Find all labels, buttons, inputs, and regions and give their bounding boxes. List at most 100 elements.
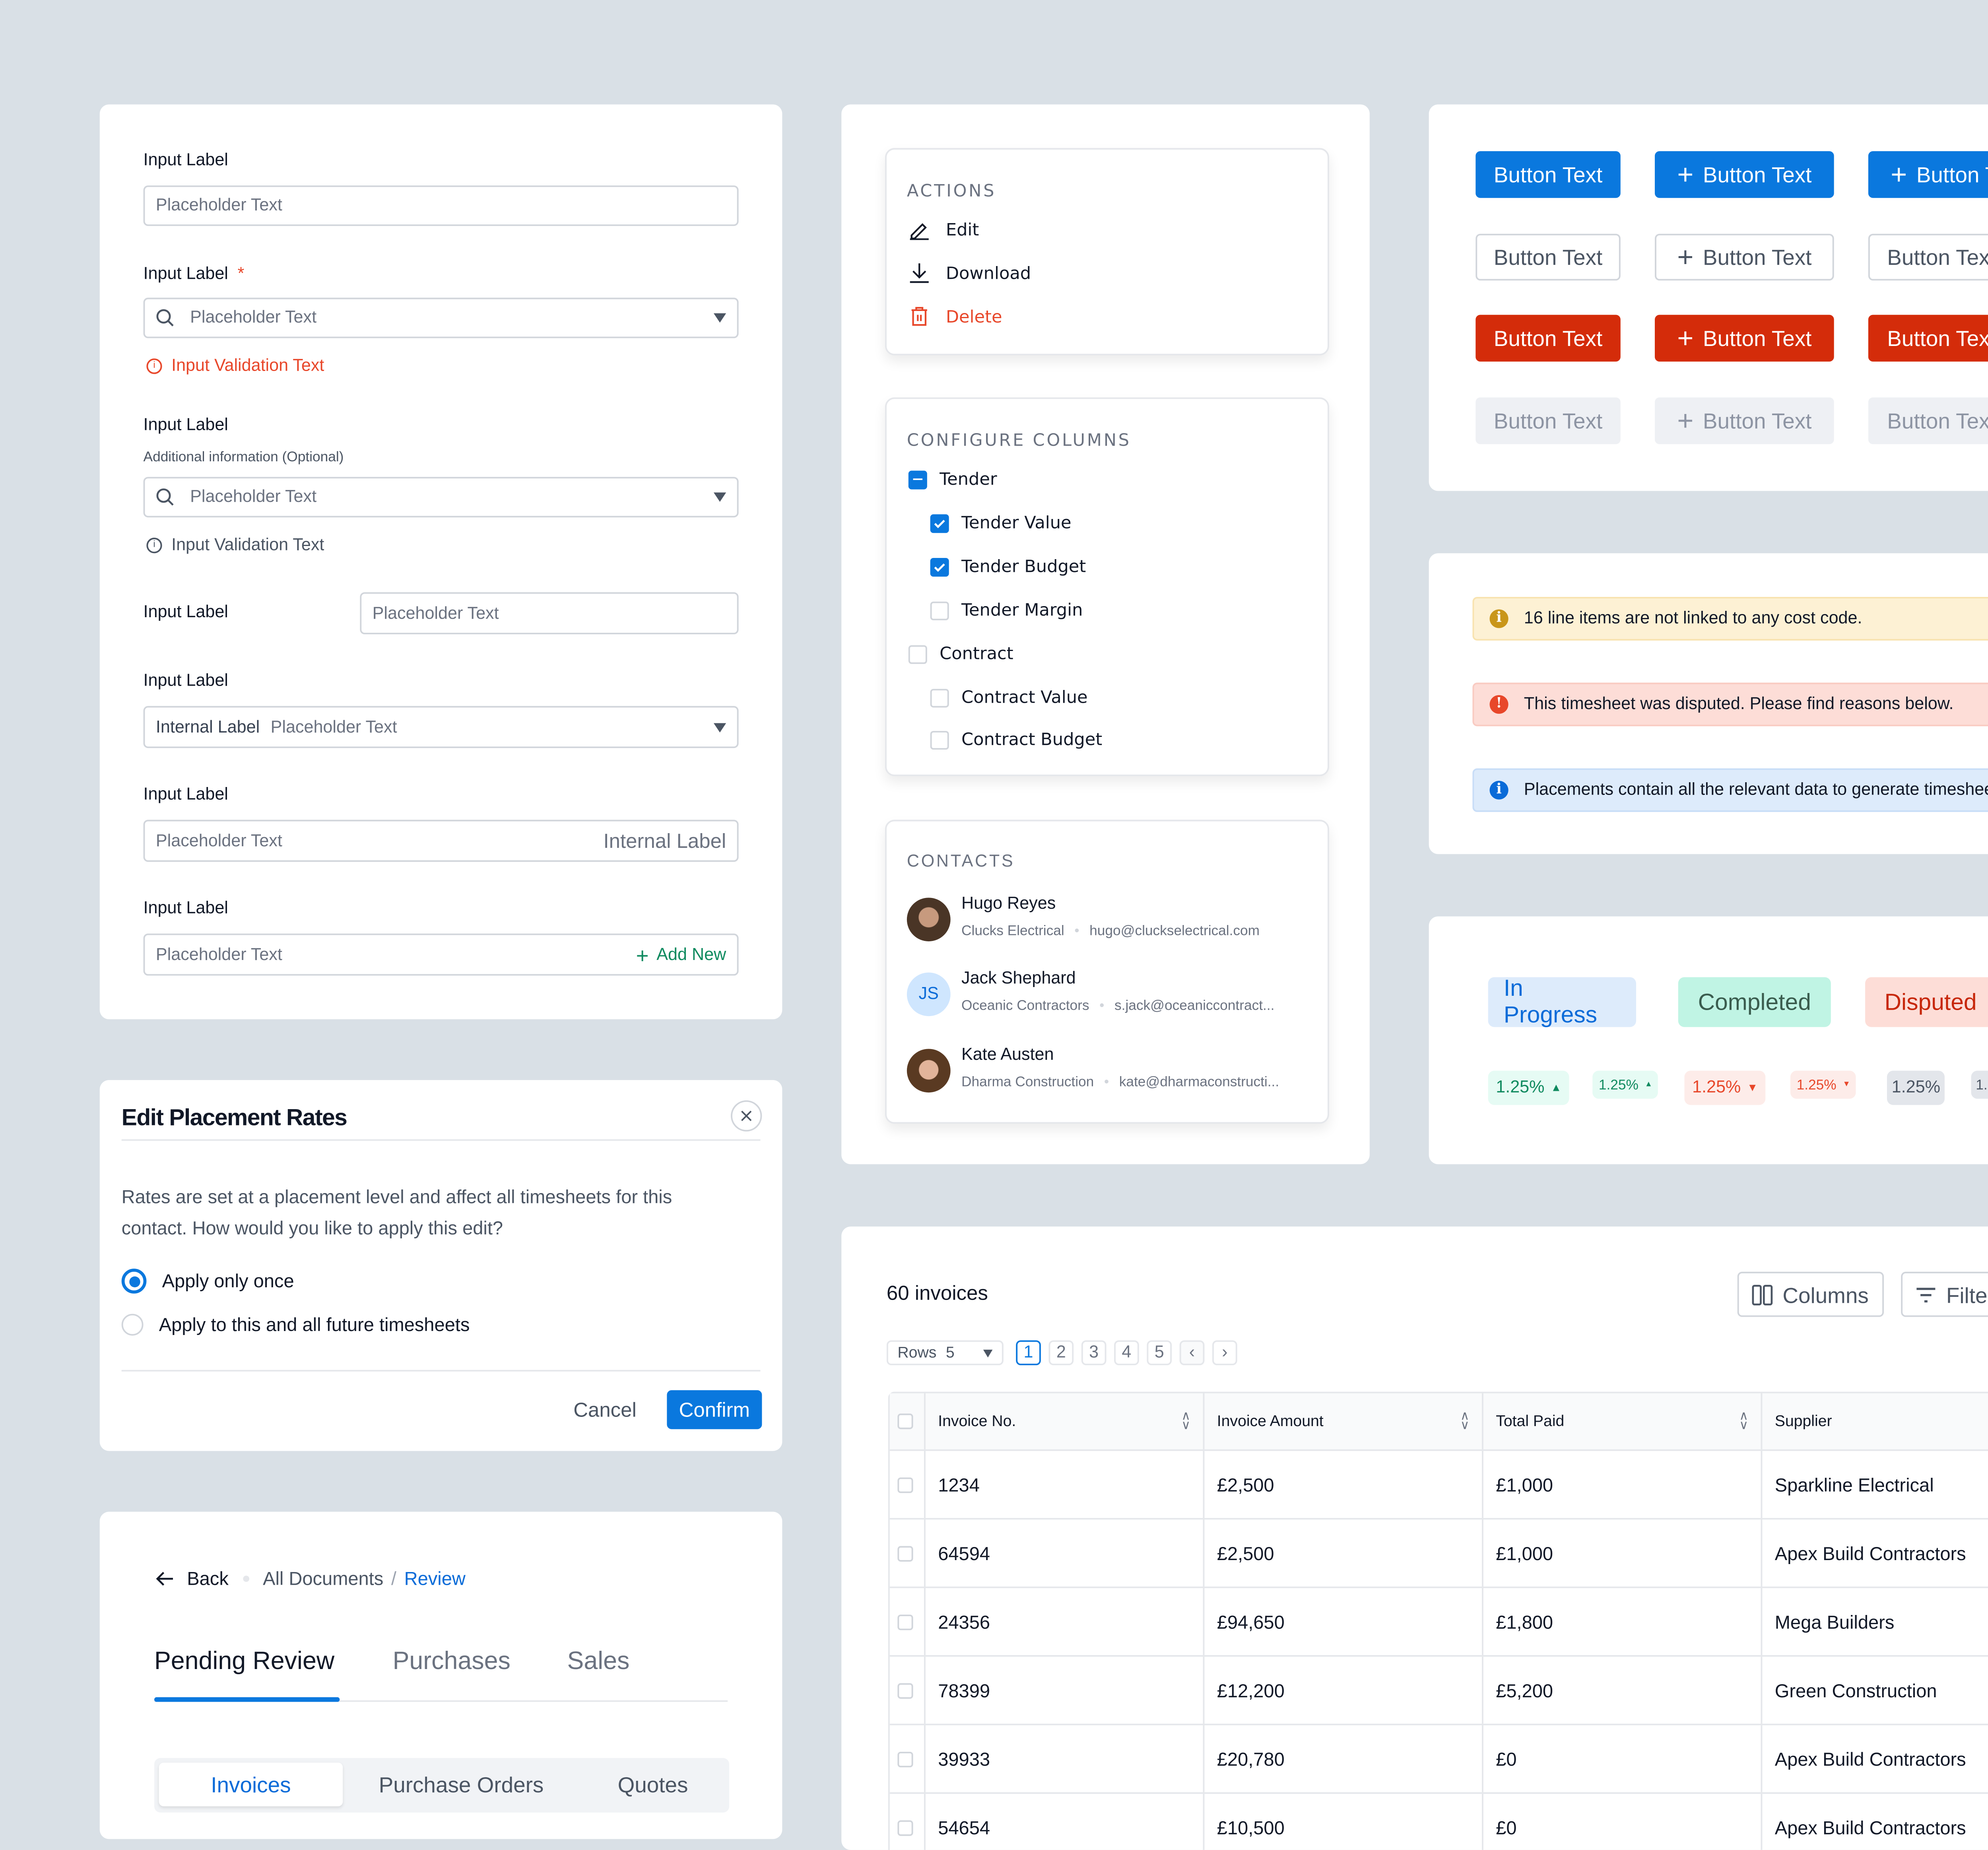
back-button[interactable]: Back <box>156 1568 229 1590</box>
chevron-down-icon[interactable] <box>713 492 726 502</box>
menu-item-download[interactable]: Download <box>909 262 1031 284</box>
add-new-label: Add New <box>656 945 726 964</box>
internal-label: Internal Label <box>155 717 260 737</box>
button-label: Button Text <box>1916 162 1988 187</box>
breadcrumb-review[interactable]: Review <box>404 1568 466 1590</box>
disabled-button-plus: + Button Text <box>1654 397 1834 444</box>
row-checkbox[interactable] <box>897 1819 913 1835</box>
row-checkbox[interactable] <box>897 1477 913 1492</box>
trend-value: 1.25% <box>1692 1078 1741 1097</box>
page-1[interactable]: 1 <box>1016 1340 1041 1366</box>
text-input[interactable]: Placeholder Text <box>143 185 739 226</box>
rows-per-page-select[interactable]: Rows 5 <box>886 1340 1004 1366</box>
danger-button-arrow[interactable]: Button Text→ <box>1868 315 1988 362</box>
column-option-tender-budget[interactable]: Tender Budget <box>930 556 1086 577</box>
column-option-tender-margin[interactable]: Tender Margin <box>930 600 1083 620</box>
table-row: 78399 £12,200 £5,200 Green Construction … <box>889 1656 1988 1726</box>
page-2[interactable]: 2 <box>1048 1340 1074 1366</box>
modal-title: Edit Placement Rates <box>121 1105 348 1132</box>
separator-dot: • <box>1099 997 1105 1013</box>
search-select-input[interactable]: Placeholder Text <box>143 297 739 338</box>
chevron-down-icon[interactable] <box>713 313 726 323</box>
pagination: Rows 5 1 2 3 4 5 ‹ › <box>886 1340 1245 1366</box>
page-4[interactable]: 4 <box>1114 1340 1139 1366</box>
button-label: Button Text <box>1887 245 1988 270</box>
validation-error: i Input Validation Text <box>146 357 324 375</box>
tab-purchases[interactable]: Purchases <box>392 1649 511 1675</box>
next-page-button[interactable]: › <box>1212 1340 1237 1366</box>
primary-button-plus[interactable]: + Button Text <box>1868 151 1988 198</box>
cell-invoice-no: 1234 <box>926 1451 1205 1518</box>
error-alert: ! This timesheet was disputed. Please fi… <box>1472 682 1988 727</box>
column-option-tender[interactable]: Tender <box>908 469 997 490</box>
placeholder: Placeholder Text <box>155 196 282 215</box>
row-checkbox[interactable] <box>897 1751 913 1767</box>
secondary-button[interactable]: Button Text <box>1475 233 1621 281</box>
primary-button[interactable]: Button Text <box>1475 151 1621 198</box>
status-tags-card: In Progress Completed Disputed Pending D… <box>1429 916 1988 1164</box>
danger-button[interactable]: Button Text <box>1475 315 1621 362</box>
contact-name: Hugo Reyes <box>961 894 1056 913</box>
row-checkbox[interactable] <box>897 1614 913 1630</box>
secondary-button-plus[interactable]: + Button Text <box>1654 233 1834 281</box>
inline-text-input[interactable]: Placeholder Text <box>360 592 739 635</box>
column-option-tender-value[interactable]: Tender Value <box>930 513 1072 533</box>
header-total-paid[interactable]: Total Paid ∧ ∨ <box>1483 1393 1763 1450</box>
close-button[interactable] <box>731 1100 762 1132</box>
menu-item-delete[interactable]: Delete <box>909 305 1002 327</box>
segment-quotes[interactable]: Quotes <box>617 1772 688 1797</box>
row-checkbox[interactable] <box>897 1682 913 1698</box>
search-select-input[interactable]: Placeholder Text <box>143 477 739 518</box>
page-3[interactable]: 3 <box>1081 1340 1107 1366</box>
column-option-contract-budget[interactable]: Contract Budget <box>930 729 1102 750</box>
contact-item[interactable]: Hugo Reyes Clucks Electrical • hugo@cluc… <box>907 895 1312 951</box>
rows-value: 5 <box>945 1344 955 1362</box>
cell-invoice-no: 78399 <box>926 1656 1205 1724</box>
segment-purchase-orders[interactable]: Purchase Orders <box>379 1772 544 1797</box>
menu-item-edit[interactable]: Edit <box>909 218 979 240</box>
confirm-button[interactable]: Confirm <box>667 1390 762 1429</box>
chevron-down-icon[interactable] <box>713 722 726 732</box>
checkbox-indeterminate-icon <box>908 470 927 489</box>
cancel-button[interactable]: Cancel <box>573 1398 637 1422</box>
input-with-suffix-label[interactable]: Placeholder Text Internal Label <box>143 820 739 862</box>
column-option-contract-value[interactable]: Contract Value <box>930 687 1088 707</box>
sort-icon[interactable]: ∧ ∨ <box>1739 1409 1749 1432</box>
danger-button-plus[interactable]: + Button Text <box>1654 315 1834 362</box>
invoice-count: 60 invoices <box>886 1281 988 1305</box>
header-invoice-amount[interactable]: Invoice Amount ∧ ∨ <box>1204 1393 1483 1450</box>
plus-icon: + <box>1677 159 1694 190</box>
tab-sales[interactable]: Sales <box>567 1649 630 1675</box>
prev-page-button[interactable]: ‹ <box>1179 1340 1205 1366</box>
add-new-button[interactable]: + Add New <box>636 942 726 967</box>
contact-item[interactable]: JS Jack Shephard Oceanic Contractors • s… <box>907 970 1312 1026</box>
navigation-card: Back All Documents / Review Pending Revi… <box>99 1512 782 1839</box>
breadcrumb-all-documents[interactable]: All Documents <box>263 1568 384 1590</box>
segment-invoices[interactable]: Invoices <box>159 1763 343 1807</box>
filter-button[interactable]: Filter <box>1901 1271 1988 1317</box>
select-all-checkbox[interactable] <box>897 1413 913 1429</box>
form-fields-card: Input Label Placeholder Text Input Label… <box>99 104 782 1020</box>
help-text: Additional information (Optional) <box>143 449 344 464</box>
sort-icon[interactable]: ∧ ∨ <box>1460 1409 1470 1432</box>
select-with-internal-label[interactable]: Internal Label Placeholder Text <box>143 706 739 748</box>
primary-button-plus[interactable]: + Button Text <box>1654 151 1834 198</box>
columns-button[interactable]: Columns <box>1737 1271 1884 1317</box>
contact-item[interactable]: Kate Austen Dharma Construction • kate@d… <box>907 1046 1312 1102</box>
page-5[interactable]: 5 <box>1147 1340 1172 1366</box>
secondary-button-arrow[interactable]: Button Text→ <box>1868 233 1988 281</box>
buttons-card: Button Text + Button Text + Button Text + B… <box>1429 104 1988 491</box>
column-option-contract[interactable]: Contract <box>908 644 1013 664</box>
sort-icon[interactable]: ∧ ∨ <box>1181 1409 1191 1432</box>
header-invoice-no[interactable]: Invoice No. ∧ ∨ <box>926 1393 1205 1450</box>
radio-apply-once[interactable]: Apply only once <box>121 1269 294 1294</box>
tab-pending-review[interactable]: Pending Review <box>154 1649 335 1675</box>
header-supplier[interactable]: Supplier∧∨ <box>1762 1393 1988 1450</box>
radio-apply-future[interactable]: Apply to this and all future timesheets <box>121 1314 470 1336</box>
row-checkbox[interactable] <box>897 1545 913 1561</box>
input-with-add-action[interactable]: Placeholder Text + Add New <box>143 933 739 976</box>
active-tab-indicator <box>154 1697 340 1702</box>
modal-body: Rates are set at a placement level and a… <box>121 1186 672 1239</box>
trend-value: 1.25% <box>1976 1077 1988 1093</box>
